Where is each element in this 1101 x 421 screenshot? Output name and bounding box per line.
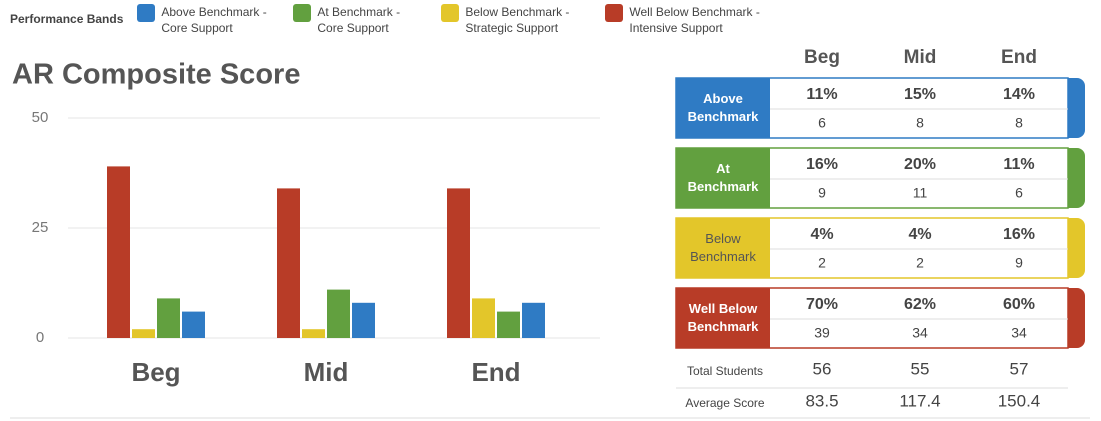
legend-entry: At Benchmark - Core Support xyxy=(293,4,427,36)
percent: 14% xyxy=(1003,86,1035,103)
percent: 16% xyxy=(806,156,838,173)
legend-swatch xyxy=(293,4,312,22)
bar xyxy=(107,166,130,338)
legend-title: Performance Bands xyxy=(10,12,124,26)
percent: 11% xyxy=(1003,156,1034,173)
x-tick-label: Mid xyxy=(304,357,349,387)
bar xyxy=(277,188,300,338)
count: 8 xyxy=(916,115,924,131)
bar xyxy=(352,302,375,338)
count: 11 xyxy=(913,185,928,201)
bar xyxy=(497,311,520,338)
percent: 4% xyxy=(908,226,931,243)
summary-label: Average Score xyxy=(685,396,764,410)
row-label: Well Below Benchmark xyxy=(687,301,759,334)
legend-entry: Well Below Benchmark - Intensive Support xyxy=(605,4,779,36)
y-tick-label: 25 xyxy=(32,219,49,236)
column-header: End xyxy=(1001,47,1037,68)
percent: 62% xyxy=(904,296,936,313)
percent: 60% xyxy=(1003,296,1035,313)
count: 8 xyxy=(1015,115,1023,131)
summary-value: 56 xyxy=(813,359,832,378)
bar xyxy=(447,188,470,338)
summary-label: Total Students xyxy=(687,364,763,378)
y-tick-label: 50 xyxy=(32,109,49,126)
bar xyxy=(182,311,205,338)
row-label-box xyxy=(676,288,770,348)
bar xyxy=(522,302,545,338)
row-label-wrap: Well Below Benchmark xyxy=(687,301,759,334)
percent: 15% xyxy=(904,86,936,103)
count: 39 xyxy=(814,325,830,341)
x-tick-label: Beg xyxy=(131,357,180,387)
row-label-wrap: Below Benchmark xyxy=(690,231,756,264)
summary-value: 57 xyxy=(1010,359,1029,378)
bar xyxy=(132,329,155,338)
percent: 11% xyxy=(806,86,837,103)
count: 9 xyxy=(818,185,826,201)
count: 2 xyxy=(818,255,826,271)
row-label: At Benchmark xyxy=(687,161,759,194)
legend-label: At Benchmark - Core Support xyxy=(317,5,401,35)
legend-swatch xyxy=(605,4,624,22)
legend-swatch xyxy=(137,4,156,22)
legend-swatch xyxy=(441,4,460,22)
count: 34 xyxy=(912,325,928,341)
legend: Performance Bands Above Benchmark - Core… xyxy=(10,4,793,36)
percent: 16% xyxy=(1003,226,1035,243)
bar xyxy=(327,289,350,338)
summary-value: 117.4 xyxy=(899,391,940,410)
row-label-wrap: At Benchmark xyxy=(687,161,759,194)
bar xyxy=(472,298,495,338)
count: 9 xyxy=(1015,255,1023,271)
count: 2 xyxy=(916,255,924,271)
row-label-box xyxy=(676,78,770,138)
bar xyxy=(302,329,325,338)
legend-label: Well Below Benchmark - Intensive Support xyxy=(629,5,760,35)
row-label: Above Benchmark xyxy=(687,91,759,124)
row-label: Below Benchmark xyxy=(690,231,756,264)
legend-entry: Below Benchmark - Strategic Support xyxy=(441,4,591,36)
percent: 20% xyxy=(904,156,936,173)
legend-label: Below Benchmark - Strategic Support xyxy=(465,5,570,35)
count: 6 xyxy=(1015,185,1023,201)
x-tick-label: End xyxy=(471,357,520,387)
legend-entry: Above Benchmark - Core Support xyxy=(137,4,279,36)
count: 34 xyxy=(1011,325,1027,341)
summary-value: 83.5 xyxy=(805,391,838,410)
summary-value: 150.4 xyxy=(998,391,1041,410)
y-tick-label: 0 xyxy=(36,329,44,346)
column-header: Beg xyxy=(804,47,840,68)
row-label-wrap: Above Benchmark xyxy=(687,91,759,124)
bar xyxy=(157,298,180,338)
percent: 70% xyxy=(806,296,838,313)
percent: 4% xyxy=(810,226,833,243)
chart-title: AR Composite Score xyxy=(12,59,300,91)
legend-label: Above Benchmark - Core Support xyxy=(161,5,267,35)
summary-value: 55 xyxy=(911,359,930,378)
count: 6 xyxy=(818,115,826,131)
row-label-box xyxy=(676,218,770,278)
row-label-box xyxy=(676,148,770,208)
column-header: Mid xyxy=(904,47,937,68)
